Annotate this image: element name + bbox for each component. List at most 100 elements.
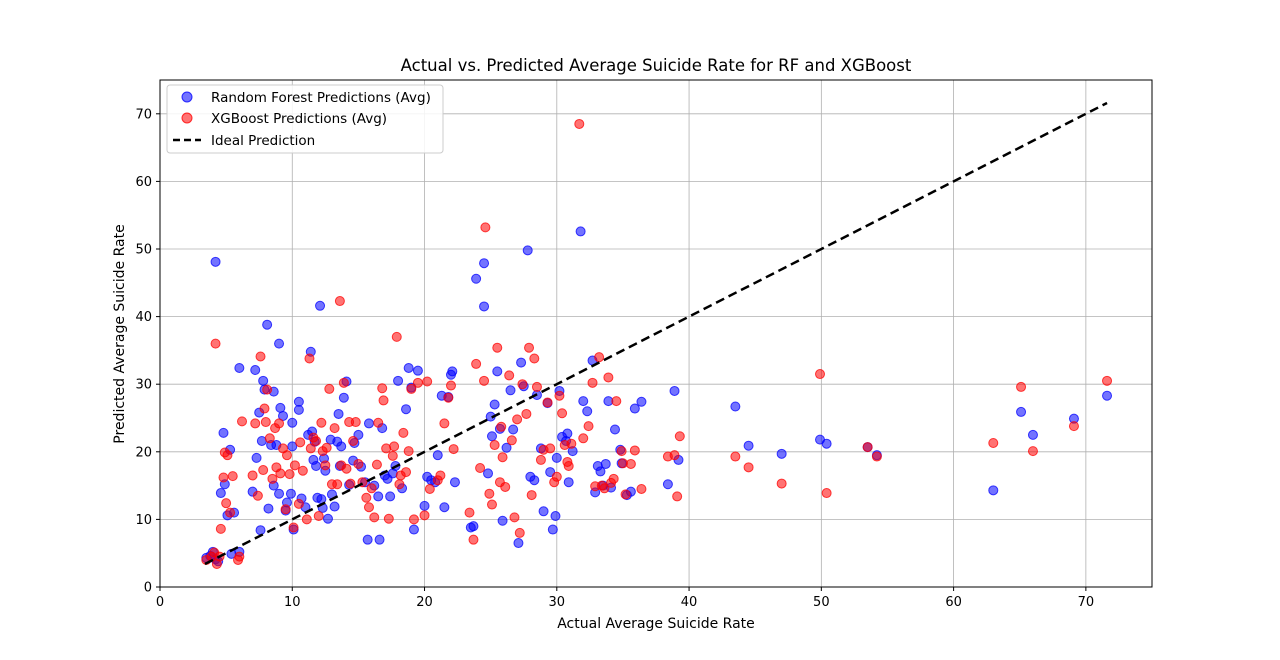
rf-point <box>315 300 326 311</box>
xgb-point <box>620 489 631 500</box>
rf-point <box>336 441 347 452</box>
xgb-point <box>506 435 517 446</box>
x-tick-label: 50 <box>813 595 830 610</box>
axis-ticks: 0 10 20 30 40 50 60 70 0 10 20 30 40 50 60 70 <box>135 107 1094 610</box>
rf-point <box>285 488 296 499</box>
y-tick-label: 50 <box>135 243 152 258</box>
xgb-point <box>247 470 258 481</box>
xgb-point <box>821 488 832 499</box>
x-tick-label: 70 <box>1078 595 1095 610</box>
xgb-point <box>479 375 490 386</box>
xgb-point <box>464 507 475 518</box>
x-tick-label: 60 <box>945 595 962 610</box>
xgb-point <box>574 118 585 129</box>
rf-point <box>483 468 494 479</box>
rf-point <box>545 467 556 478</box>
rf-point <box>432 450 443 461</box>
xgb-point <box>509 512 520 523</box>
xgb-point <box>311 435 322 446</box>
xgb-point <box>221 498 232 509</box>
xgb-point <box>218 472 229 483</box>
xgb-point <box>284 469 295 480</box>
xgb-point <box>531 381 542 392</box>
xgb-point <box>1027 446 1038 457</box>
xgb-point <box>496 421 507 432</box>
rf-point <box>776 448 787 459</box>
rf-point <box>311 460 322 471</box>
xgb-point <box>378 395 389 406</box>
xgb-point <box>672 491 683 502</box>
rf-point <box>439 502 450 513</box>
y-tick-label: 10 <box>135 513 152 528</box>
xgb-point <box>260 417 271 428</box>
rf-point <box>486 431 497 442</box>
rf-point <box>529 475 540 486</box>
rf-point <box>293 404 304 415</box>
xgb-point <box>448 444 459 455</box>
xgb-point <box>471 358 482 369</box>
rf-point <box>471 273 482 284</box>
xgb-point <box>599 483 610 494</box>
xgb-point <box>486 499 497 510</box>
xgb-point <box>275 468 286 479</box>
xgb-point <box>295 437 306 448</box>
rf-point <box>522 245 533 256</box>
xgb-point <box>401 467 412 478</box>
y-axis-label: Predicted Average Suicide Rate <box>112 224 128 443</box>
xgb-point <box>305 443 316 454</box>
xgb-point <box>730 451 741 462</box>
xgb-point <box>669 450 680 461</box>
rf-point <box>258 375 269 386</box>
xgb-point <box>345 478 356 489</box>
rf-point <box>329 501 340 512</box>
xgb-point <box>222 450 233 461</box>
xgb-point <box>489 440 500 451</box>
rf-point <box>516 357 527 368</box>
rf-point <box>322 513 333 524</box>
xgb-point <box>526 490 537 501</box>
xgb-point <box>578 433 589 444</box>
xgb-point <box>389 441 400 452</box>
xgb-point <box>862 442 873 453</box>
xgb-point <box>512 414 523 425</box>
xgb-point <box>383 513 394 524</box>
rf-point <box>600 458 611 469</box>
xgb-point <box>313 511 324 522</box>
y-tick-label: 20 <box>135 445 152 460</box>
xgb-point <box>227 471 238 482</box>
rf-point <box>1016 406 1027 417</box>
x-tick-label: 40 <box>681 595 698 610</box>
xgb-point <box>500 481 511 492</box>
xgb-point <box>338 377 349 388</box>
xgb-point <box>475 463 486 474</box>
y-tick-label: 70 <box>135 107 152 122</box>
xgb-point <box>304 353 315 364</box>
rf-point <box>287 441 298 452</box>
xgb-point <box>398 427 409 438</box>
legend-label-rf: Random Forest Predictions (Avg) <box>211 90 431 106</box>
rf-point <box>1102 390 1113 401</box>
xgb-point <box>608 473 619 484</box>
xgb-point <box>514 527 525 538</box>
xgb-point <box>743 462 754 473</box>
rf-point <box>468 521 479 532</box>
rf-point <box>550 511 561 522</box>
xgb-point <box>341 463 352 474</box>
xgb-point <box>625 458 636 469</box>
x-axis-label: Actual Average Suicide Rate <box>557 616 755 632</box>
rf-point <box>489 399 500 410</box>
xgb-point <box>517 379 528 390</box>
xgb-point <box>250 418 261 429</box>
rf-point <box>338 392 349 403</box>
x-tick-label: 30 <box>549 595 566 610</box>
rf-point <box>251 452 262 463</box>
x-tick-label: 20 <box>416 595 433 610</box>
xgb-point <box>215 523 226 534</box>
xgb-point <box>237 416 248 427</box>
legend-label-ideal: Ideal Prediction <box>211 133 315 149</box>
rf-point <box>1027 429 1038 440</box>
xgb-point <box>583 421 594 432</box>
xgb-point <box>369 512 380 523</box>
xgb-point <box>371 459 382 470</box>
rf-point <box>234 362 245 373</box>
